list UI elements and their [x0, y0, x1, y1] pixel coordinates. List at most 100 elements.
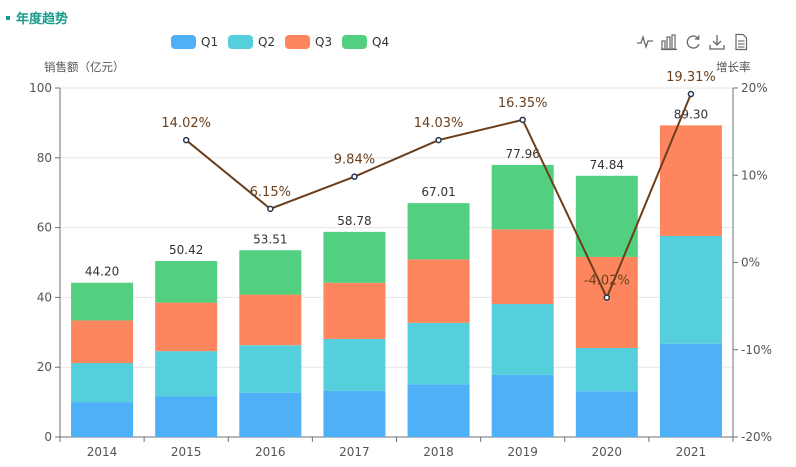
- chart-toolbox: [636, 33, 750, 51]
- total-label: 67.01: [421, 185, 455, 199]
- legend-swatch-q4[interactable]: [342, 35, 367, 49]
- growth-line: 14.02% 6.15% 9.84% 14.03% 16.35% -4.02% 19.31%: [161, 70, 716, 301]
- bar-q4-2018[interactable]: [407, 203, 470, 260]
- y-tick-label: 60: [37, 221, 52, 235]
- growth-point[interactable]: [267, 205, 274, 213]
- bar-q3-2016[interactable]: [239, 294, 302, 346]
- growth-polyline: [185, 93, 692, 301]
- bar-q2-2021[interactable]: [659, 235, 722, 344]
- legend-swatch-q1[interactable]: [171, 35, 196, 49]
- growth-label: 6.15%: [250, 185, 291, 200]
- total-label: 44.20: [85, 265, 119, 279]
- growth-point[interactable]: [435, 136, 442, 144]
- x-tick-label: 2021: [676, 445, 707, 459]
- legend-swatch-q2[interactable]: [228, 35, 253, 49]
- bar-q2-2018[interactable]: [407, 322, 470, 385]
- growth-point[interactable]: [687, 90, 695, 98]
- y-right-tick-label: -20%: [741, 430, 772, 444]
- section-header: 年度趋势: [6, 8, 68, 27]
- y-right-tick-label: 20%: [741, 81, 768, 95]
- bar-q2-2014[interactable]: [71, 363, 134, 403]
- bar-q1-2015[interactable]: [155, 396, 218, 437]
- bar-q3-2014[interactable]: [71, 320, 134, 364]
- y-right-tick-label: 0%: [741, 256, 760, 270]
- x-tick-label: 2018: [423, 445, 454, 459]
- x-tick-label: 2020: [592, 445, 623, 459]
- x-tick-label: 2016: [255, 445, 286, 459]
- bar-q3-2021[interactable]: [659, 125, 722, 236]
- legend-label-q2[interactable]: Q2: [258, 35, 275, 49]
- bar-q4-2020[interactable]: [575, 175, 638, 257]
- x-tick-label: 2019: [507, 445, 538, 459]
- total-label: 74.84: [590, 158, 624, 172]
- y-right-tick-label: -10%: [741, 343, 772, 357]
- bar-q1-2017[interactable]: [323, 390, 386, 437]
- legend: Q1 Q2 Q3 Q4: [171, 35, 389, 49]
- bar-q1-2014[interactable]: [71, 402, 134, 437]
- growth-label: 16.35%: [498, 96, 548, 111]
- legend-label-q3[interactable]: Q3: [315, 35, 332, 49]
- bar-q1-2021[interactable]: [659, 343, 722, 437]
- growth-label: 14.03%: [414, 116, 464, 131]
- growth-label: 14.02%: [161, 116, 211, 131]
- bar-q3-2017[interactable]: [323, 282, 386, 339]
- y-tick-label: 80: [37, 151, 52, 165]
- legend-swatch-q3[interactable]: [285, 35, 310, 49]
- y-right-tick-label: 10%: [741, 168, 768, 182]
- bar-q3-2018[interactable]: [407, 259, 470, 323]
- bar-q1-2018[interactable]: [407, 384, 470, 437]
- y-tick-label: 100: [29, 81, 52, 95]
- growth-label: -4.02%: [584, 274, 630, 289]
- bar-q1-2016[interactable]: [239, 392, 302, 437]
- bar-q2-2016[interactable]: [239, 345, 302, 393]
- growth-point[interactable]: [182, 136, 190, 144]
- bar-q4-2014[interactable]: [71, 282, 134, 321]
- growth-label: 19.31%: [666, 70, 716, 85]
- bar-q4-2019[interactable]: [491, 164, 554, 230]
- total-labels: 44.20 50.42 53.51 58.78 67.01 77.96 74.84 89.30: [85, 107, 708, 278]
- bar-q2-2020[interactable]: [575, 348, 638, 392]
- x-tick-label: 2017: [339, 445, 370, 459]
- bar-q1-2019[interactable]: [491, 374, 554, 437]
- total-label: 53.51: [253, 232, 287, 246]
- total-label: 77.96: [506, 147, 540, 161]
- total-label: 50.42: [169, 243, 203, 257]
- grid-lines: [60, 87, 733, 368]
- bar-q4-2015[interactable]: [155, 261, 218, 303]
- bar-q1-2020[interactable]: [575, 391, 638, 437]
- total-label: 89.30: [674, 107, 708, 121]
- bar-chart-icon[interactable]: [660, 33, 678, 51]
- growth-point[interactable]: [519, 116, 526, 124]
- bar-q4-2017[interactable]: [323, 231, 386, 283]
- page-title: 年度趋势: [16, 12, 69, 27]
- bar-q3-2020[interactable]: [575, 256, 638, 349]
- legend-label-q4[interactable]: Q4: [372, 35, 389, 49]
- x-tick-label: 2014: [87, 445, 118, 459]
- y-tick-label: 40: [37, 290, 52, 304]
- bar-q3-2019[interactable]: [491, 229, 554, 305]
- bar-q2-2017[interactable]: [323, 338, 386, 391]
- bar-q3-2015[interactable]: [155, 302, 218, 352]
- x-tick-label: 2015: [171, 445, 202, 459]
- y-tick-label: 20: [37, 360, 52, 374]
- total-label: 58.78: [337, 214, 371, 228]
- growth-label: 9.84%: [334, 153, 375, 168]
- y-axis-right-label: 增长率: [716, 60, 751, 74]
- bar-q2-2019[interactable]: [491, 304, 554, 375]
- bar-q2-2015[interactable]: [155, 351, 218, 397]
- restore-icon[interactable]: [684, 33, 702, 51]
- download-icon[interactable]: [708, 33, 726, 51]
- bar-q4-2016[interactable]: [239, 250, 302, 295]
- title-marker: [6, 15, 10, 20]
- axes: 0 20 40 60 80 100 -20% -10% 0% 10% 20% 2014 2015 2016…: [29, 81, 772, 459]
- y-tick-label: 0: [44, 430, 52, 444]
- data-view-icon[interactable]: [732, 33, 750, 51]
- y-axis-label: 销售额（亿元）: [44, 60, 125, 74]
- growth-point[interactable]: [603, 294, 611, 301]
- growth-point[interactable]: [351, 173, 358, 180]
- line-chart-icon[interactable]: [636, 33, 654, 51]
- legend-label-q1[interactable]: Q1: [201, 35, 218, 49]
- bars: [71, 125, 722, 437]
